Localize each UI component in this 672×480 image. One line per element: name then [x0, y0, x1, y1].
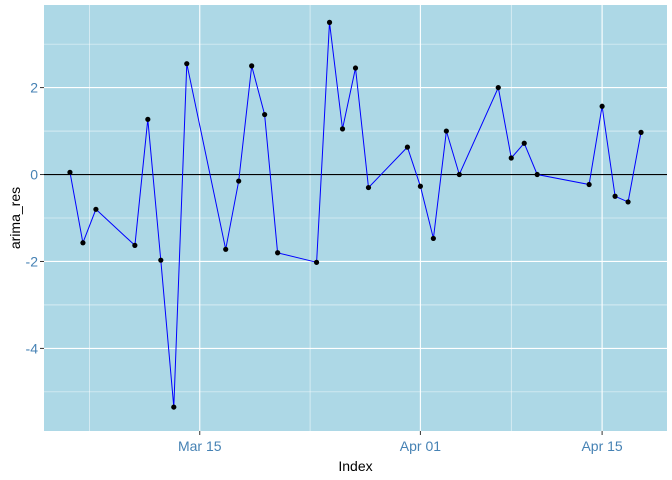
minor-gridlines	[44, 5, 667, 431]
data-point	[586, 181, 592, 188]
data-point	[534, 171, 540, 178]
data-point	[625, 199, 631, 205]
data-point	[521, 140, 527, 146]
data-point	[275, 250, 281, 256]
data-point	[339, 126, 346, 132]
data-point	[145, 116, 151, 122]
data-point	[80, 240, 86, 246]
data-point	[638, 129, 644, 135]
data-point	[132, 242, 138, 248]
data-point	[313, 259, 320, 265]
data-point	[417, 183, 423, 189]
data-point	[508, 155, 514, 161]
y-tick-label: 0	[30, 167, 38, 183]
y-axis-ticks: -4 -2 0 2	[26, 80, 44, 356]
data-point	[456, 171, 462, 178]
data-point	[404, 144, 411, 150]
data-point	[236, 178, 242, 184]
data-point	[430, 235, 436, 242]
y-axis-title: arima_res	[7, 187, 23, 249]
data-point	[495, 84, 501, 91]
data-point	[326, 19, 333, 25]
data-point	[262, 111, 268, 118]
data-point	[443, 128, 449, 134]
data-point	[352, 65, 359, 71]
x-tick-label: Apr 01	[400, 438, 441, 454]
data-point	[171, 404, 177, 410]
x-tick-label: Apr 15	[581, 438, 622, 454]
data-point	[67, 169, 73, 175]
x-axis-title: Index	[338, 458, 372, 474]
y-tick-label: -2	[26, 253, 39, 269]
data-point	[184, 61, 190, 67]
data-point	[249, 63, 255, 69]
y-tick-label: 2	[30, 80, 38, 96]
y-tick-label: -4	[26, 340, 39, 356]
data-points	[67, 19, 644, 410]
x-tick-label: Mar 15	[178, 438, 222, 454]
data-point	[158, 257, 164, 263]
data-point	[223, 246, 229, 252]
data-point	[93, 206, 99, 212]
x-axis-ticks: Mar 15 Apr 01 Apr 15	[178, 431, 623, 454]
series-line	[69, 22, 642, 408]
data-point	[599, 103, 605, 109]
data-point	[365, 184, 372, 191]
data-point	[612, 193, 618, 199]
